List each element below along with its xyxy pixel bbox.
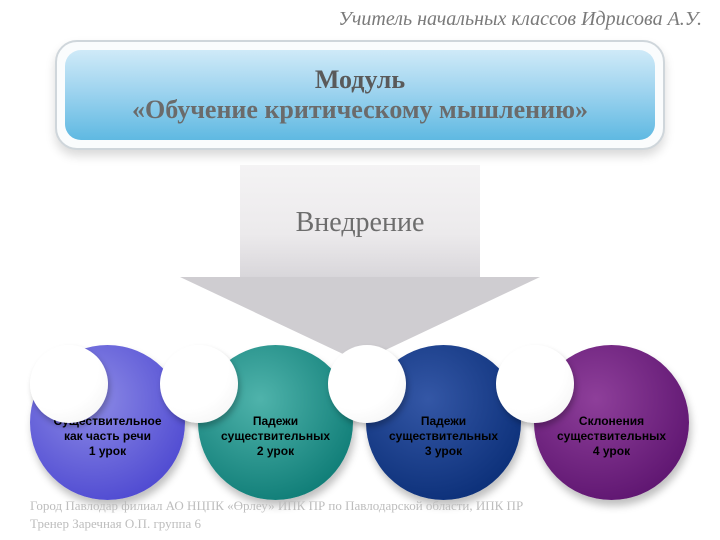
lesson-4-line2: существительных xyxy=(557,429,666,443)
lesson-3-line1: Падежи xyxy=(421,414,466,428)
title-box: Модуль «Обучение критическому мышлению» xyxy=(55,40,665,150)
lesson-text-3: Падежи существительных 3 урок xyxy=(383,414,504,459)
title-line2: «Обучение критическому мышлению» xyxy=(132,95,588,125)
lesson-1-line2: как часть речи xyxy=(64,429,151,443)
lesson-2-line1: Падежи xyxy=(253,414,298,428)
circles-row: Существительное как часть речи 1 урок Па… xyxy=(30,345,690,505)
footer-line1: Город Павлодар филиал АО НЦПК «Өрлеу» ИП… xyxy=(30,498,523,514)
lesson-badge-1 xyxy=(30,345,108,423)
teacher-line: Учитель начальных классов Идрисова А.У. xyxy=(338,8,702,31)
lesson-text-4: Склонения существительных 4 урок xyxy=(551,414,672,459)
arrow-shaft: Внедрение xyxy=(240,165,480,280)
footer-line2: Тренер Заречная О.П. группа 6 xyxy=(30,516,201,532)
arrow: Внедрение xyxy=(180,165,540,365)
lesson-badge-4 xyxy=(496,345,574,423)
arrow-label: Внедрение xyxy=(296,207,425,239)
lesson-3-line3: 3 урок xyxy=(425,444,462,458)
lesson-3-line2: существительных xyxy=(389,429,498,443)
lesson-badge-2 xyxy=(160,345,238,423)
lesson-4-line3: 4 урок xyxy=(593,444,630,458)
lesson-text-2: Падежи существительных 2 урок xyxy=(215,414,336,459)
lesson-1-line3: 1 урок xyxy=(89,444,126,458)
lesson-badge-3 xyxy=(328,345,406,423)
title-inner: Модуль «Обучение критическому мышлению» xyxy=(65,50,655,140)
lesson-4-line1: Склонения xyxy=(579,414,644,428)
lesson-2-line3: 2 урок xyxy=(257,444,294,458)
title-line1: Модуль xyxy=(315,65,405,95)
lesson-2-line2: существительных xyxy=(221,429,330,443)
